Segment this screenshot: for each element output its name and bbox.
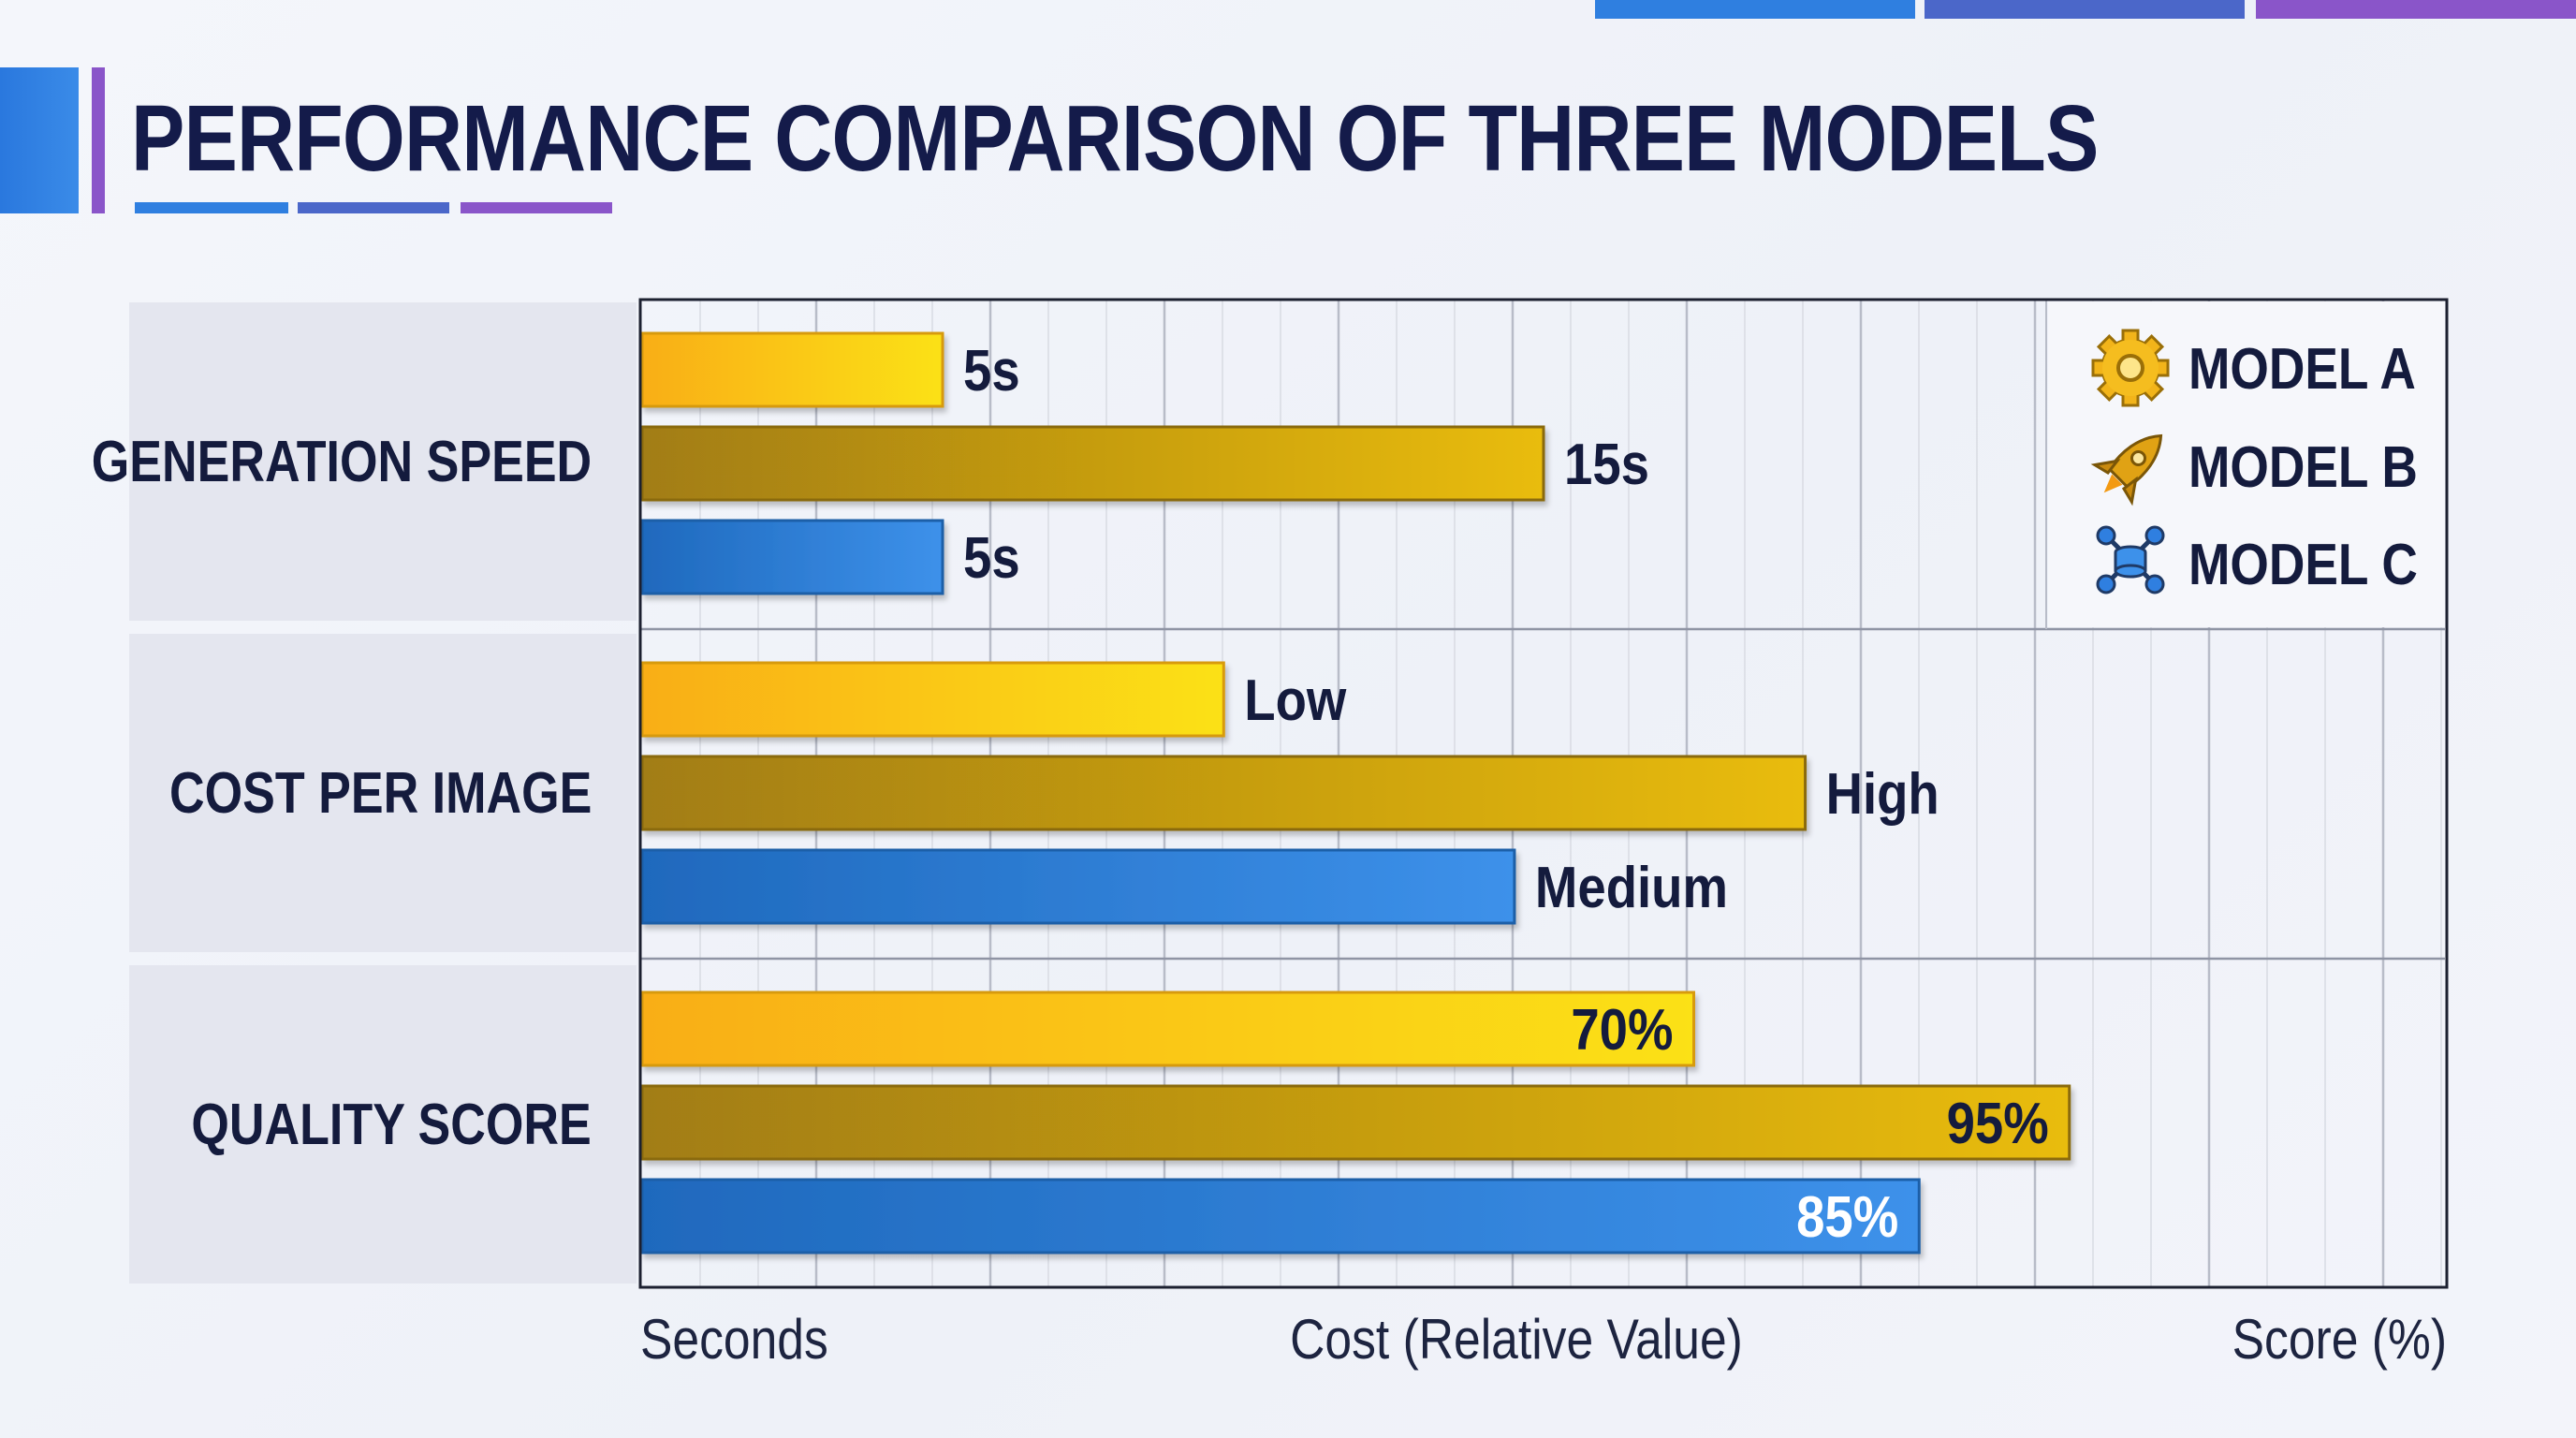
- chart-frame: [638, 298, 2449, 1289]
- bar-model-a-generation-speed: [640, 331, 944, 408]
- data-label-model-a-quality-score: 70%: [1571, 998, 1673, 1063]
- bar-model-b-cost-per-image: [640, 755, 1808, 831]
- category-panel-cost-per-image: COST PER IMAGE: [129, 634, 637, 952]
- bar-model-b-quality-score: [640, 1084, 2071, 1161]
- top-accent-bar-purple: [2256, 0, 2576, 19]
- legend-label-model-b: MODEL B: [2188, 435, 2418, 500]
- network-icon: [2096, 525, 2165, 594]
- legend-label-model-c: MODEL C: [2188, 533, 2418, 597]
- data-label-model-c-cost-per-image: Medium: [1535, 856, 1728, 920]
- title-underline-indigo: [298, 202, 449, 213]
- title-accent-block: [0, 67, 79, 213]
- chart-legend: MODEL A MODEL B MODEL C: [2090, 329, 2418, 597]
- title-underline-blue: [135, 202, 288, 213]
- data-label-model-c-quality-score: 85%: [1796, 1185, 1898, 1250]
- category-panel-generation-speed: GENERATION SPEED: [92, 302, 637, 621]
- data-label-model-a-cost-per-image: Low: [1244, 668, 1347, 733]
- data-label-model-c-generation-speed: 5s: [963, 526, 1020, 591]
- title-underline-purple: [461, 202, 612, 213]
- bar-model-b-generation-speed: [640, 425, 1545, 502]
- category-label: COST PER IMAGE: [168, 760, 592, 826]
- bar-model-a-cost-per-image: [640, 661, 1225, 738]
- data-label-model-b-cost-per-image: High: [1826, 762, 1939, 827]
- title-accent-stripe: [92, 67, 105, 213]
- legend-label-model-a: MODEL A: [2188, 337, 2416, 402]
- axis-title-cost: Cost (Relative Value): [1290, 1308, 1743, 1371]
- bar-model-a-quality-score: [640, 990, 1695, 1067]
- category-label: GENERATION SPEED: [91, 429, 592, 494]
- top-accent-bar-blue: [1595, 0, 1915, 19]
- bar-model-c-cost-per-image: [640, 848, 1516, 925]
- data-label-model-a-generation-speed: 5s: [963, 339, 1020, 404]
- data-label-model-b-generation-speed: 15s: [1564, 433, 1649, 497]
- category-panel-quality-score: QUALITY SCORE: [129, 965, 637, 1284]
- category-label: QUALITY SCORE: [191, 1092, 592, 1157]
- bar-model-c-generation-speed: [640, 519, 944, 595]
- page-title: PERFORMANCE COMPARISON OF THREE MODELS: [131, 86, 2099, 191]
- axis-title-score: Score (%): [2232, 1308, 2447, 1371]
- axis-title-seconds: Seconds: [640, 1308, 828, 1371]
- top-accent-bar-indigo: [1925, 0, 2245, 19]
- data-label-model-b-quality-score: 95%: [1947, 1092, 2049, 1156]
- gear-icon: [2091, 329, 2170, 407]
- rocket-icon: [2090, 433, 2163, 506]
- bar-model-c-quality-score: [640, 1178, 1921, 1255]
